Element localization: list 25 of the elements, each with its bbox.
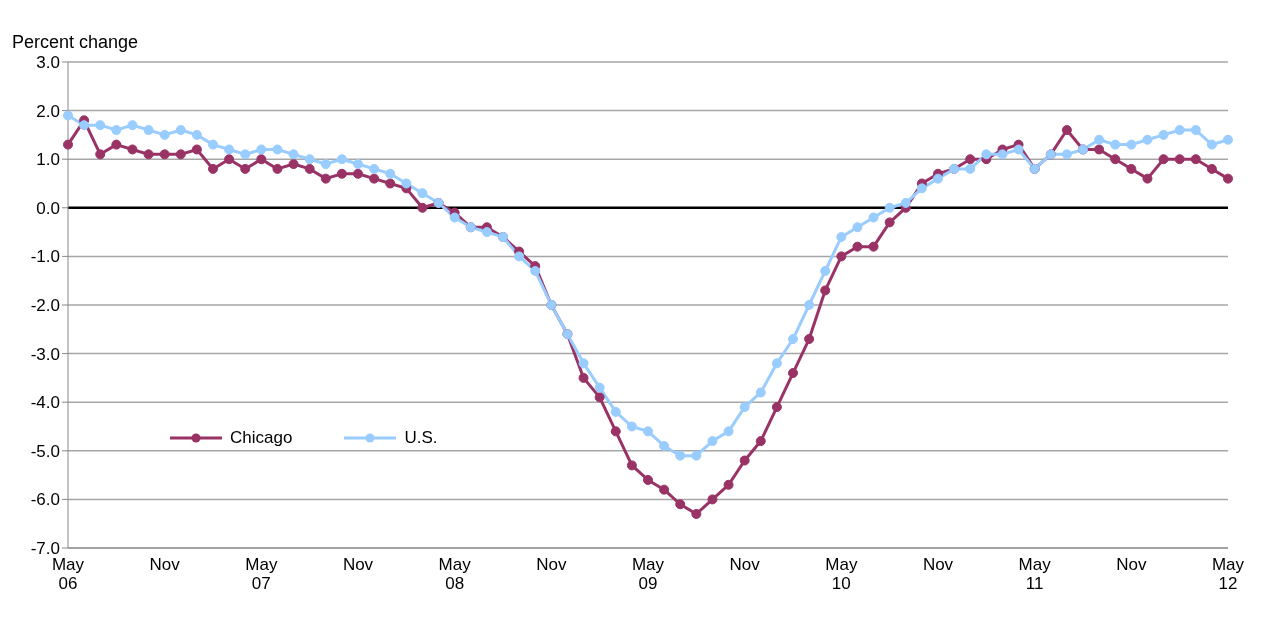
y-tick-label: -4.0 (30, 393, 60, 413)
legend-label: Chicago (230, 428, 293, 448)
x-tick-label: Nov (729, 555, 761, 574)
x-tick-label: Nov (1116, 555, 1147, 574)
y-tick-label: -1.0 (30, 247, 60, 267)
y-tick-label: -6.0 (30, 490, 60, 510)
x-tick-label: Nov (149, 555, 181, 574)
x-tick-label: Nov (922, 555, 954, 574)
y-axis-title: Percent change (12, 32, 139, 53)
y-tick-label: -2.0 (30, 296, 60, 316)
y-tick-label: 2.0 (36, 101, 60, 121)
x-tick-label: May 11 (1018, 555, 1052, 593)
y-tick-label: 1.0 (36, 150, 60, 170)
y-tick-label: -3.0 (30, 344, 60, 364)
x-tick-label: Nov (536, 555, 567, 574)
legend-label: U.S. (404, 428, 438, 448)
x-tick-label: Nov (342, 555, 374, 574)
y-tick-label: 3.0 (36, 53, 60, 73)
x-tick-label: May 08 (438, 555, 472, 593)
x-tick-label: May 10 (825, 555, 858, 593)
y-tick-label: -5.0 (30, 441, 60, 461)
y-tick-label: 0.0 (36, 198, 60, 218)
x-tick-label: May 12 (1211, 555, 1245, 593)
x-tick-label: May 09 (631, 555, 665, 593)
x-tick-label: May 07 (245, 555, 278, 593)
